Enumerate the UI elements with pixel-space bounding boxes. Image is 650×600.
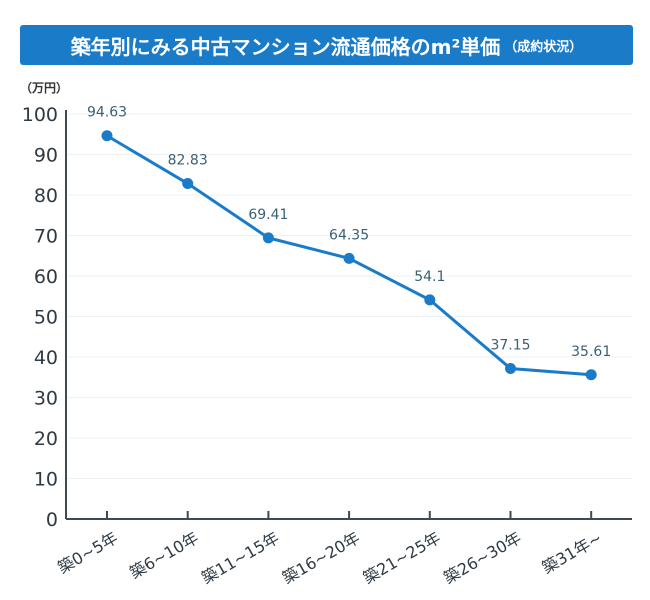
data-label: 35.61 — [571, 344, 611, 360]
data-label: 37.15 — [490, 338, 530, 354]
x-tick-label: 築31年~ — [539, 528, 605, 577]
subtitle-text: （成約状況） — [504, 39, 583, 55]
data-point — [262, 232, 274, 244]
data-label: 54.1 — [414, 269, 445, 285]
data-label: 64.35 — [329, 227, 369, 243]
y-tick-label: 0 — [46, 509, 58, 531]
y-tick-label: 100 — [22, 104, 58, 126]
data-point — [182, 178, 194, 190]
data-label: 94.63 — [87, 105, 127, 121]
chart-title: 築年別にみる中古マンション流通価格のm²単価 （成約状況） — [20, 25, 633, 65]
data-label: 69.41 — [248, 207, 288, 223]
x-tick-label: 築16~20年 — [279, 528, 363, 588]
x-tick-label: 築6~10年 — [126, 528, 201, 582]
title-text: 築年別にみる中古マンション流通価格のm²単価 — [70, 34, 501, 59]
y-tick-label: 90 — [34, 145, 58, 167]
y-tick-label: 40 — [34, 347, 58, 369]
y-tick-label: 20 — [34, 428, 58, 450]
y-tick-label: 70 — [34, 226, 58, 248]
data-point — [424, 294, 436, 306]
y-tick-label: 10 — [34, 469, 58, 491]
x-tick-label: 築21~25年 — [360, 528, 444, 588]
y-tick-label: 30 — [34, 388, 58, 410]
x-tick-label: 築0~5年 — [55, 528, 121, 577]
data-point — [505, 363, 516, 375]
y-tick-label: 80 — [34, 185, 58, 207]
data-point — [343, 252, 355, 264]
y-tick-label: 60 — [34, 266, 58, 288]
x-tick-label: 築26~30年 — [440, 528, 524, 588]
y-axis-unit: （万円） — [20, 80, 68, 95]
data-point — [101, 130, 113, 142]
y-tick-label: 50 — [34, 307, 58, 329]
data-point — [585, 369, 597, 381]
data-label: 82.83 — [168, 153, 208, 169]
x-tick-label: 築11~15年 — [198, 528, 282, 588]
